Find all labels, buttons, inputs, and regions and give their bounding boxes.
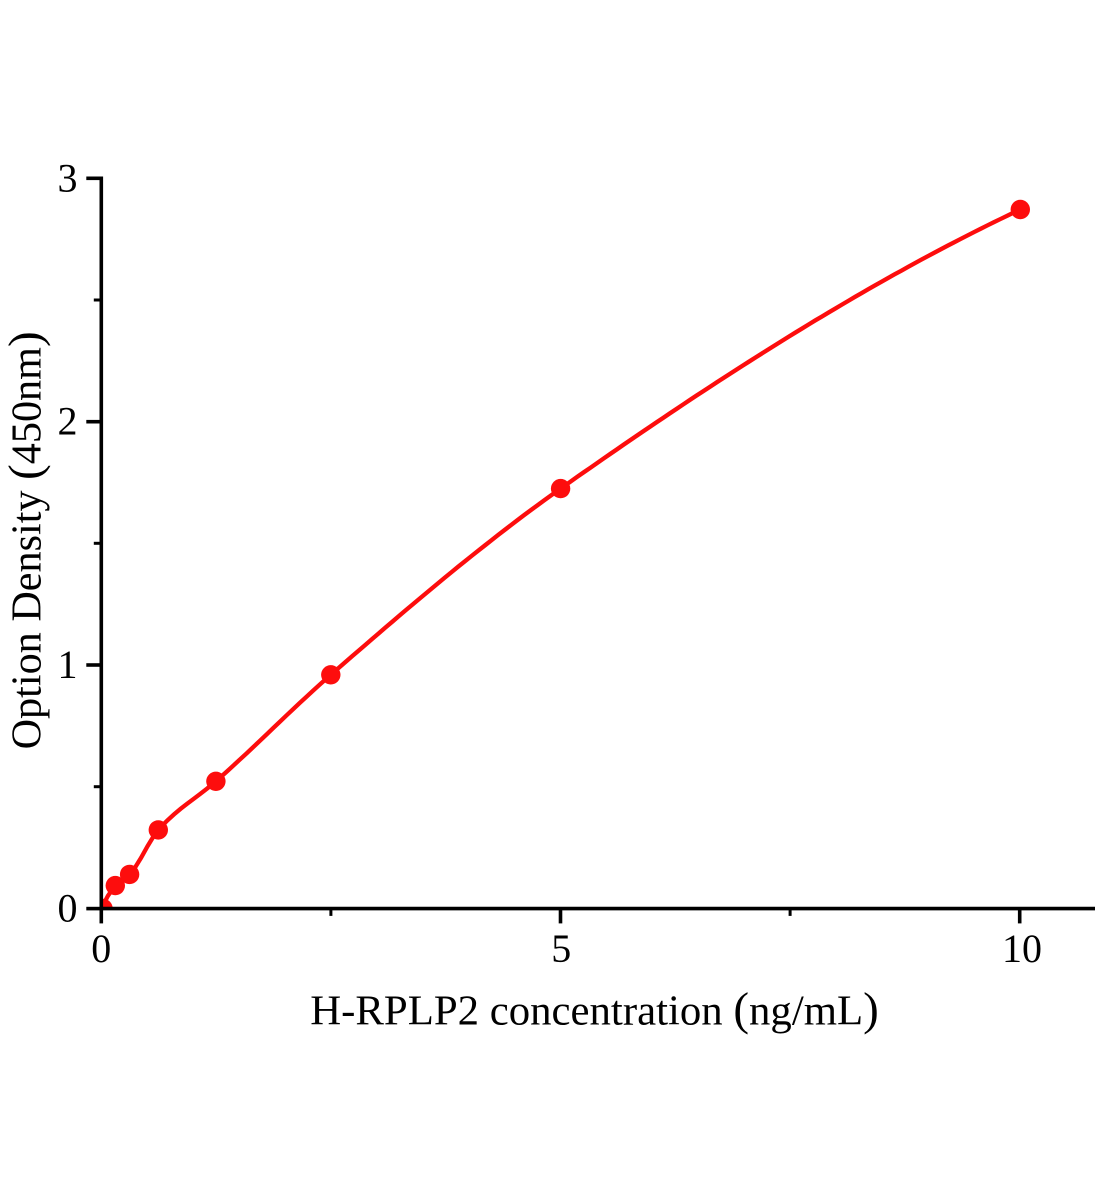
svg-text:1: 1: [58, 642, 78, 687]
svg-text:3: 3: [58, 155, 78, 200]
svg-text:H-RPLP2 concentration (ng/mL): H-RPLP2 concentration (ng/mL): [310, 984, 879, 1036]
svg-text:10: 10: [1002, 926, 1042, 971]
svg-text:0: 0: [58, 885, 78, 930]
svg-text:5: 5: [551, 926, 571, 971]
svg-text:2: 2: [58, 399, 78, 444]
svg-text:0: 0: [91, 926, 111, 971]
svg-text:Option Density (450nm): Option Density (450nm): [0, 331, 52, 749]
